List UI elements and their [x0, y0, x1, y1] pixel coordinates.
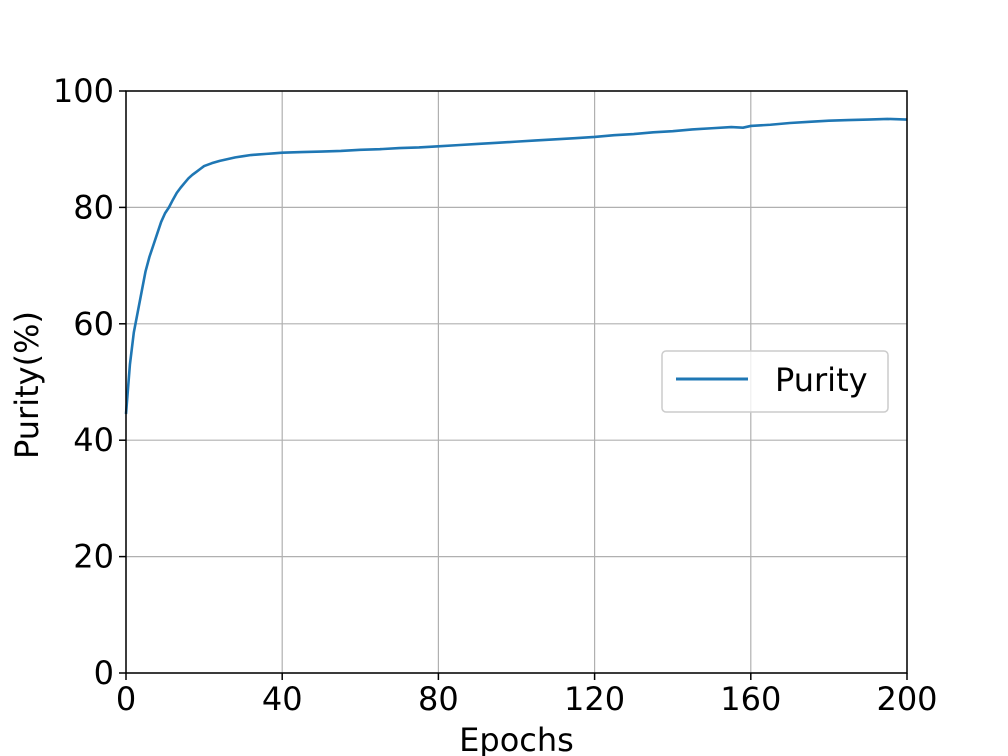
legend-label-purity: Purity — [775, 361, 868, 399]
x-tick-label: 160 — [720, 680, 781, 718]
x-tick-label: 40 — [262, 680, 303, 718]
y-tick-label: 100 — [53, 72, 114, 110]
y-axis-ticks: 0 20 40 60 80 100 — [53, 72, 126, 692]
legend-box — [661, 350, 889, 413]
y-tick-label: 40 — [73, 421, 114, 459]
y-tick-label: 0 — [94, 654, 114, 692]
y-tick-label: 20 — [73, 538, 114, 576]
y-axis-label: Purity(%) — [8, 311, 46, 459]
series-line-purity — [124, 117, 908, 415]
series-group — [124, 117, 908, 415]
x-axis-ticks: 0 40 80 120 160 200 — [116, 673, 938, 718]
x-tick-label: 0 — [116, 680, 136, 718]
x-tick-label: 120 — [564, 680, 625, 718]
y-tick-label: 80 — [73, 188, 114, 226]
x-axis-label: Epochs — [459, 721, 574, 756]
y-tick-label: 60 — [73, 305, 114, 343]
plot-frame — [125, 90, 908, 674]
x-tick-label: 200 — [876, 680, 937, 718]
x-tick-label: 80 — [418, 680, 459, 718]
legend: Purity — [661, 350, 889, 413]
